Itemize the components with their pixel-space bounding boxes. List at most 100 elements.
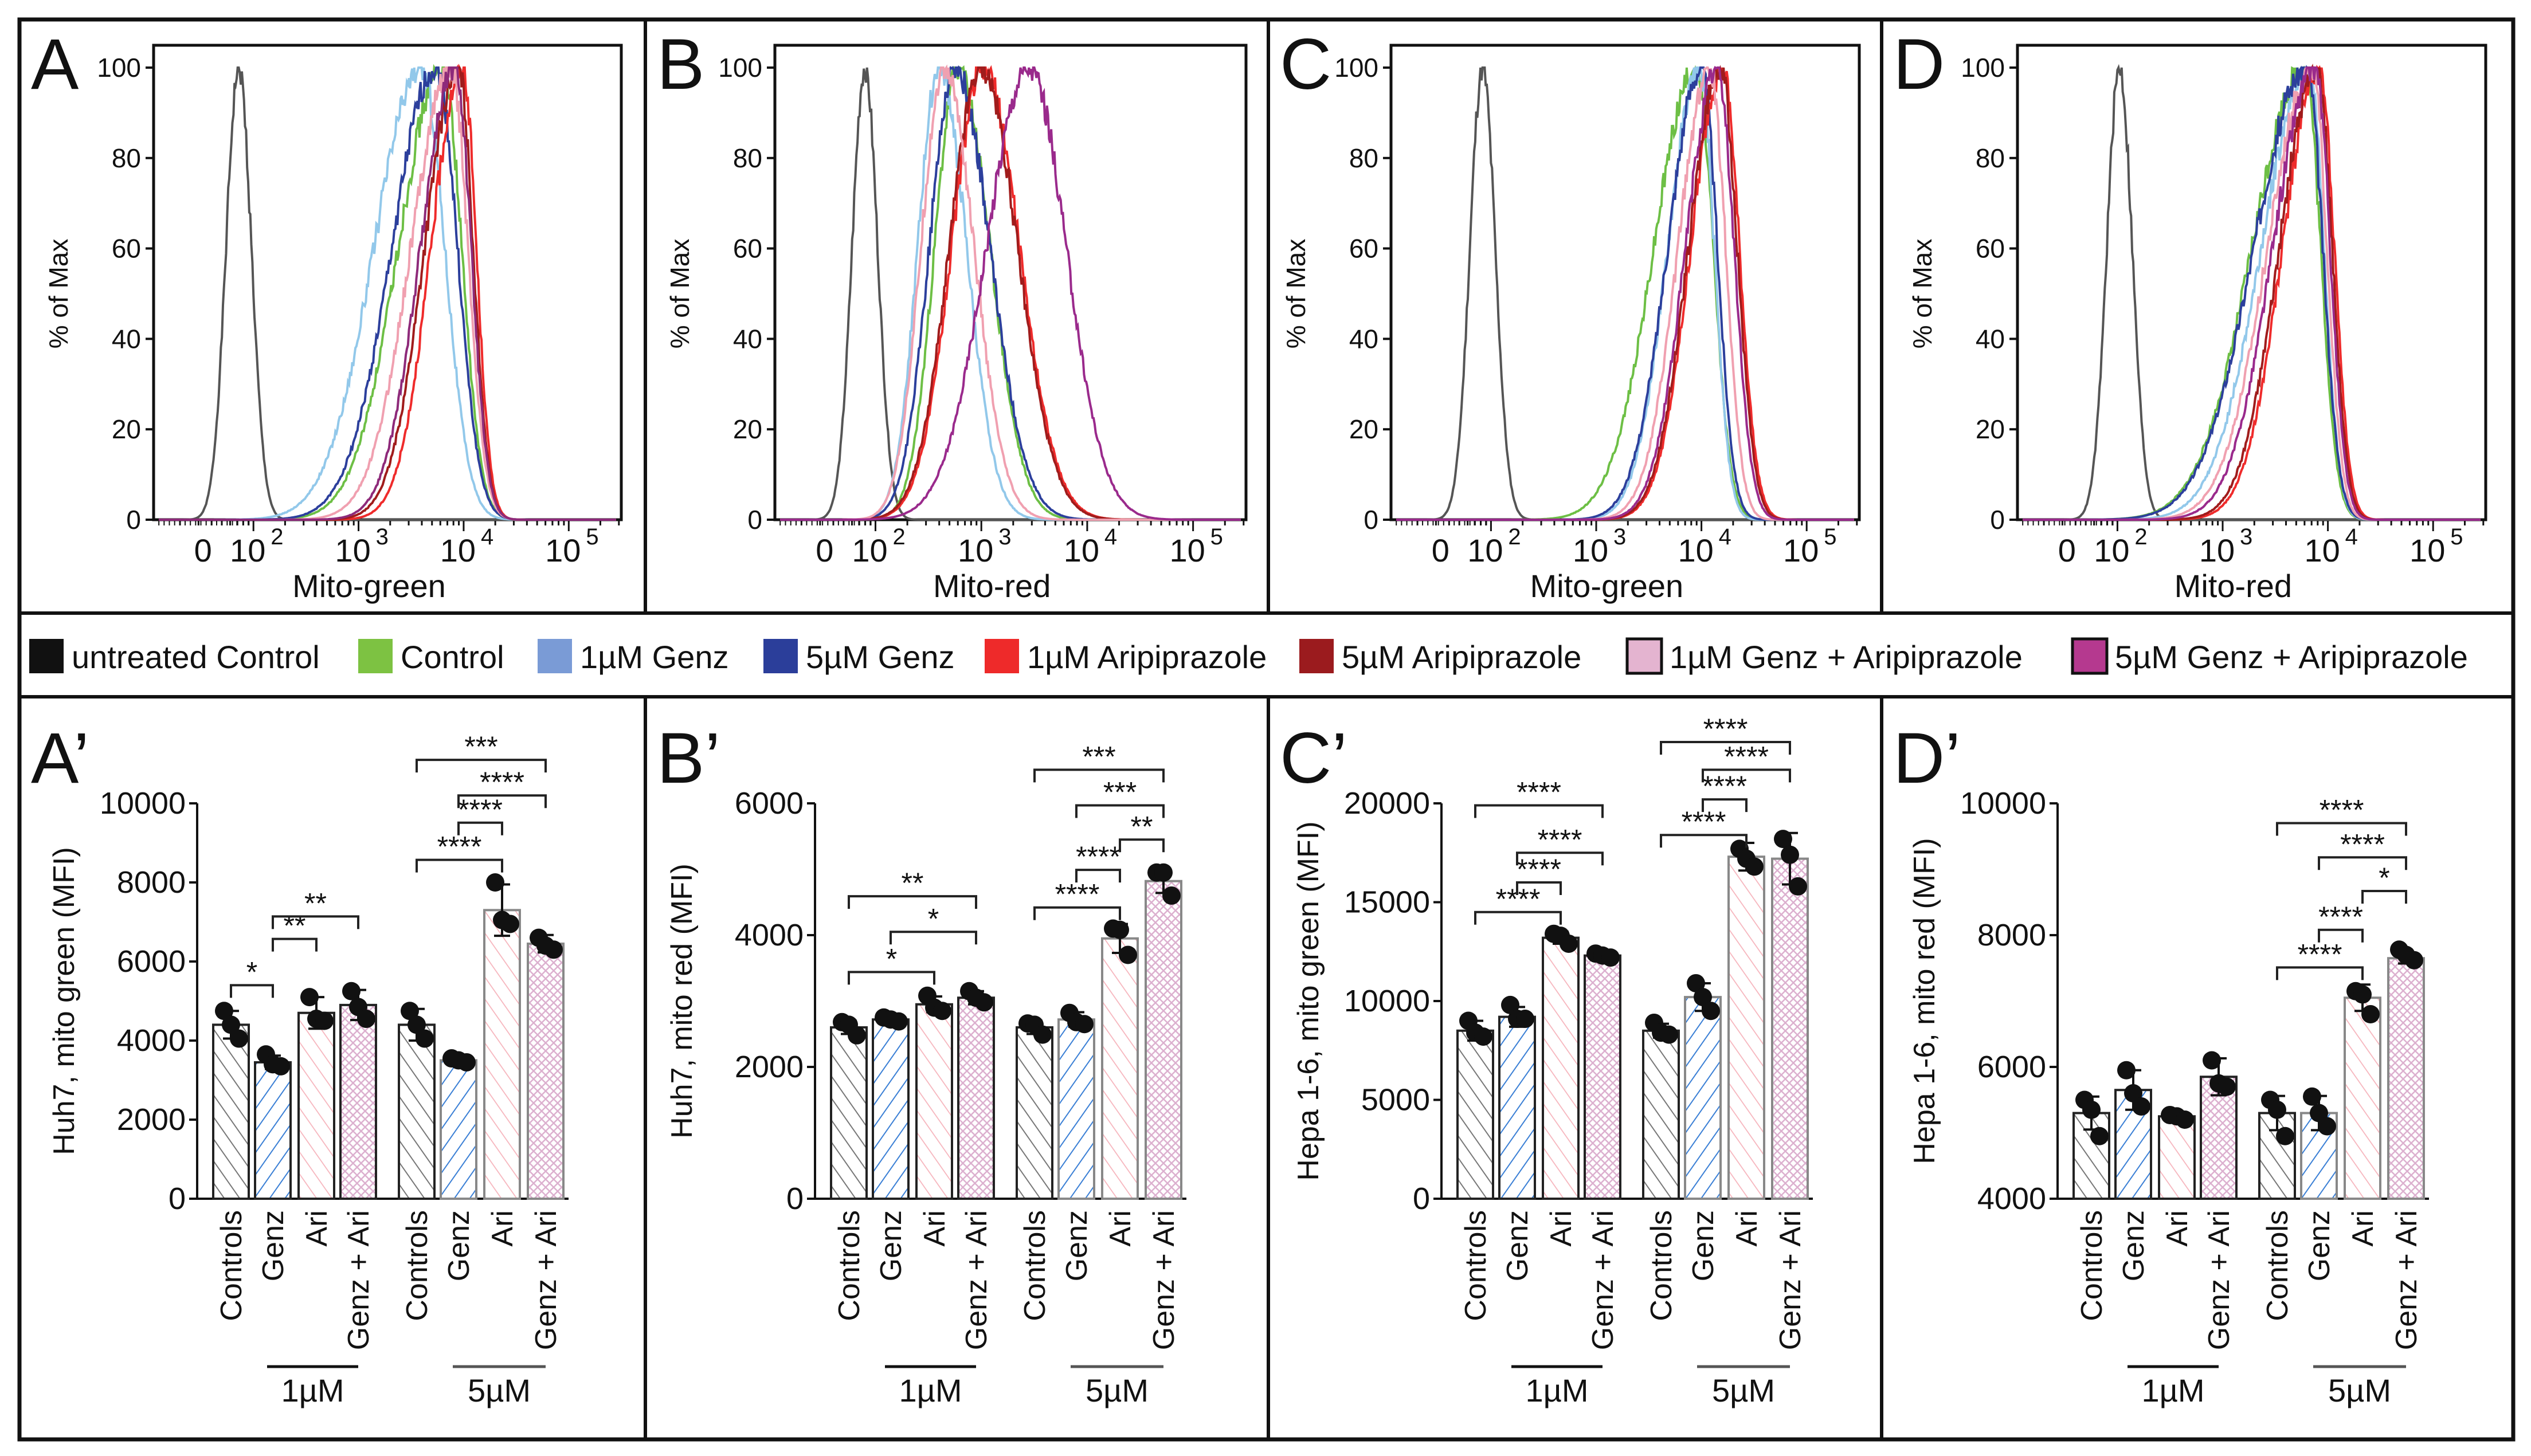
y-tick-label: 20 bbox=[733, 414, 762, 444]
bracket-line bbox=[1474, 911, 1562, 925]
y-tick-label: 60 bbox=[1976, 234, 2005, 264]
y-tick-label: 100 bbox=[97, 53, 141, 83]
y-axis-title: Huh7, mito green (MFI) bbox=[48, 847, 81, 1155]
data-point bbox=[1111, 920, 1129, 939]
bar bbox=[872, 1018, 910, 1200]
category-label: Ari bbox=[918, 1210, 951, 1247]
category-label: Genz + Ari bbox=[2203, 1210, 2236, 1350]
y-tick-label: 2000 bbox=[735, 1050, 804, 1084]
y-tick-label: 80 bbox=[112, 143, 141, 173]
histogram-curve-1-m-genz bbox=[1396, 66, 1854, 521]
y-axis-title: % of Max bbox=[1907, 239, 1937, 349]
bar bbox=[1542, 936, 1580, 1200]
bracket-line bbox=[1033, 768, 1165, 783]
bar bbox=[212, 1023, 250, 1200]
y-tick-label: 10000 bbox=[100, 786, 186, 821]
bracket-line bbox=[416, 759, 547, 773]
bar bbox=[957, 996, 995, 1200]
y-tick-label: 80 bbox=[1349, 143, 1378, 173]
bar-controls: Controls bbox=[1456, 1011, 1494, 1321]
bar bbox=[1771, 857, 1809, 1200]
category-label: Ari bbox=[300, 1210, 334, 1247]
bar-panel-a-prime: A’ 0 2000 4000 6000 8000 10000 Huh7, mito green… bbox=[31, 719, 569, 1408]
y-tick-label: 0 bbox=[1413, 1182, 1430, 1216]
category-label: Genz bbox=[2117, 1210, 2150, 1281]
bracket-line bbox=[1660, 741, 1791, 755]
panel-letter: C bbox=[1280, 25, 1331, 104]
y-tick-label: 60 bbox=[1349, 234, 1378, 264]
x-tick-exponent: 5 bbox=[1210, 524, 1223, 550]
y-axis-title: % of Max bbox=[1281, 239, 1311, 349]
bracket-line bbox=[1516, 851, 1604, 866]
panel-letter: D’ bbox=[1893, 719, 1961, 798]
legend-swatch bbox=[985, 639, 1019, 673]
data-point bbox=[2090, 1127, 2109, 1145]
significance-label: *** bbox=[1103, 776, 1137, 808]
significance-label: **** bbox=[480, 766, 524, 798]
panel-letter: B’ bbox=[657, 719, 720, 798]
category-label: Ari bbox=[2346, 1210, 2380, 1247]
data-point bbox=[2318, 1117, 2336, 1136]
significance-bracket: ** bbox=[848, 867, 977, 909]
significance-bracket: * bbox=[2361, 862, 2407, 904]
significance-bracket: **** bbox=[2318, 901, 2364, 943]
bar bbox=[398, 1023, 436, 1200]
x-tick-label: 10 bbox=[958, 532, 993, 568]
group-label: 1µM bbox=[2141, 1372, 2204, 1408]
data-point bbox=[1154, 863, 1173, 882]
data-point bbox=[2132, 1097, 2150, 1116]
significance-bracket: **** bbox=[1075, 841, 1121, 883]
category-label: Controls bbox=[833, 1210, 866, 1321]
y-tick-label: 0 bbox=[1990, 505, 2005, 535]
bracket-line bbox=[1516, 881, 1562, 895]
bar-ari: Ari bbox=[297, 988, 335, 1247]
bar bbox=[483, 909, 521, 1200]
y-axis-title: % of Max bbox=[665, 239, 695, 349]
x-tick-label: 10 bbox=[230, 532, 265, 568]
bracket-line bbox=[230, 984, 274, 998]
y-tick-label: 80 bbox=[733, 143, 762, 173]
y-tick-label: 20 bbox=[112, 414, 141, 444]
y-axis-title: Hepa 1-6, mito green (MFI) bbox=[1292, 821, 1325, 1180]
data-point bbox=[848, 1026, 866, 1045]
bar bbox=[915, 1003, 953, 1200]
significance-label: * bbox=[886, 943, 897, 975]
bracket-line bbox=[1702, 768, 1791, 783]
bar bbox=[1145, 880, 1182, 1200]
significance-label: **** bbox=[458, 794, 503, 826]
data-point bbox=[1774, 830, 1792, 849]
x-axis-title: Mito-green bbox=[292, 568, 446, 604]
y-tick-label: 20 bbox=[1976, 414, 2005, 444]
x-tick-exponent: 2 bbox=[1508, 524, 1521, 550]
x-tick-exponent: 3 bbox=[998, 524, 1011, 550]
panel-letter: D bbox=[1893, 25, 1945, 104]
significance-bracket: ** bbox=[272, 910, 318, 952]
bar-genz: Genz bbox=[254, 1045, 292, 1281]
bar bbox=[1498, 1015, 1536, 1200]
bar-controls: Controls bbox=[1642, 1013, 1680, 1321]
x-tick-label: 10 bbox=[852, 532, 887, 568]
bracket-line bbox=[848, 971, 935, 985]
plot-frame bbox=[2016, 44, 2487, 521]
x-tick-exponent: 3 bbox=[376, 524, 389, 550]
bar-genz: Genz bbox=[2300, 1087, 2338, 1281]
significance-bracket: **** bbox=[2276, 794, 2407, 836]
panel-letter: A’ bbox=[31, 719, 89, 798]
group-label: 1µM bbox=[1525, 1372, 1588, 1408]
y-axis-title: Huh7, mito red (MFI) bbox=[665, 864, 699, 1139]
significance-label: *** bbox=[1082, 740, 1115, 772]
bracket-line bbox=[848, 895, 977, 909]
group-label: 1µM bbox=[281, 1372, 344, 1408]
histogram-curve-5-m-genz bbox=[1396, 66, 1854, 521]
data-point bbox=[1702, 1002, 1720, 1021]
bar bbox=[1727, 855, 1765, 1200]
data-point bbox=[1601, 948, 1620, 967]
bracket-line bbox=[1075, 869, 1121, 883]
legend-swatch bbox=[763, 639, 798, 673]
data-point bbox=[416, 1029, 434, 1048]
data-point bbox=[2082, 1100, 2101, 1119]
histogram-curve-1-m-genz-aripiprazole bbox=[1396, 66, 1854, 521]
legend-item: 1µM Aripiprazole bbox=[985, 639, 1267, 675]
significance-bracket: **** bbox=[1702, 740, 1791, 783]
